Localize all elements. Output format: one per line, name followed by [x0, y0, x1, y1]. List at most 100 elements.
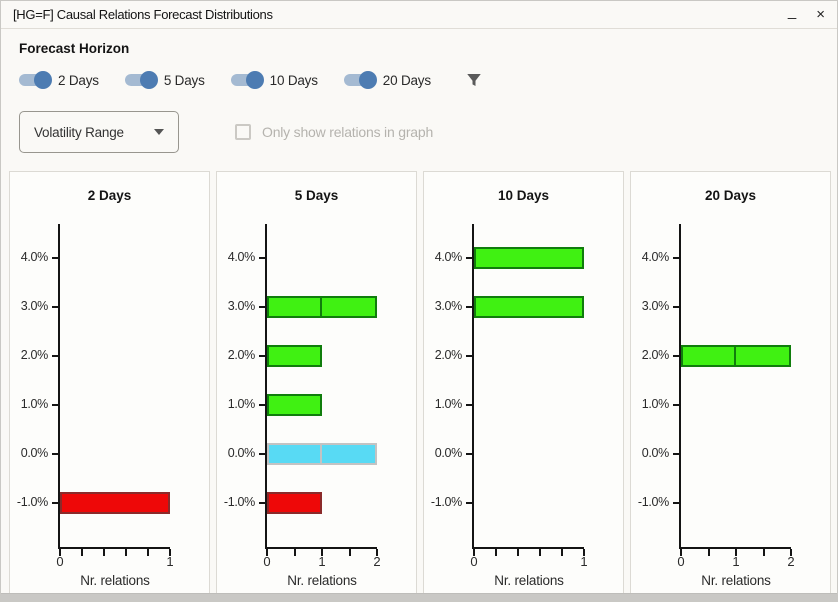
y-tick: [673, 502, 679, 504]
switch-track[interactable]: [230, 71, 264, 89]
y-axis: [679, 224, 681, 549]
chart-panel-2-days: 2 Days 4.0% 3.0% 2.0% 1.0% 0.0% -1.0% 0 1 Nr. rel…: [9, 171, 210, 594]
funnel-icon: [467, 74, 481, 86]
x-tick: [169, 549, 171, 556]
bar-segment: [681, 345, 736, 367]
y-tick: [52, 306, 58, 308]
x-tick: [59, 549, 61, 556]
y-tick-label: 0.0%: [227, 446, 256, 460]
switch-track[interactable]: [343, 71, 377, 89]
x-tick: [266, 549, 268, 556]
y-tick-label: 4.0%: [20, 250, 49, 264]
bar-segment: [267, 394, 322, 416]
x-tick-label: 2: [787, 554, 795, 569]
x-tick: [125, 549, 127, 556]
bar-segment: [320, 443, 377, 465]
x-tick: [680, 549, 682, 556]
toggle-label: 5 Days: [163, 72, 205, 88]
switch-knob: [245, 71, 264, 89]
x-tick: [473, 549, 475, 556]
y-tick: [466, 453, 472, 455]
y-tick: [259, 257, 265, 259]
volatility-range-dropdown[interactable]: Volatility Range: [19, 111, 179, 153]
y-tick: [466, 404, 472, 406]
x-axis: [265, 547, 377, 549]
bar-segment: [267, 443, 322, 465]
y-tick-label: 3.0%: [434, 299, 463, 313]
x-tick: [790, 549, 792, 556]
y-tick: [466, 306, 472, 308]
toggle-20-days[interactable]: 20 Days: [343, 71, 431, 89]
x-tick-label: 2: [373, 554, 381, 569]
switch-knob: [34, 71, 52, 89]
minimize-button[interactable]: _: [787, 3, 797, 20]
dropdown-value: Volatility Range: [34, 124, 124, 140]
toggle-5-days[interactable]: 5 Days: [124, 71, 205, 89]
x-tick: [293, 549, 296, 556]
y-tick-label: 0.0%: [20, 446, 49, 460]
switch-track[interactable]: [124, 71, 158, 89]
bar-segment: [734, 345, 791, 367]
x-tick-label: 0: [56, 554, 64, 569]
charts-row: 2 Days 4.0% 3.0% 2.0% 1.0% 0.0% -1.0% 0 1 Nr. rel…: [9, 171, 831, 594]
toggle-10-days[interactable]: 10 Days: [230, 71, 318, 89]
y-axis: [265, 224, 267, 549]
toggle-label: 2 Days: [58, 72, 99, 88]
y-axis: [472, 224, 474, 549]
y-tick-label: 4.0%: [434, 250, 463, 264]
chart-title: 2 Days: [87, 188, 132, 203]
x-tick: [735, 549, 737, 556]
switch-knob: [358, 71, 377, 89]
only-show-relations-checkbox[interactable]: [235, 124, 251, 140]
y-tick: [52, 355, 58, 357]
y-tick-label: 2.0%: [434, 348, 463, 362]
x-tick-label: 1: [580, 554, 588, 569]
switch-track[interactable]: [19, 71, 52, 89]
y-tick: [466, 502, 472, 504]
y-tick-label: 1.0%: [641, 397, 670, 411]
y-tick: [673, 355, 679, 357]
forecast-horizon-label: Forecast Horizon: [19, 41, 130, 56]
toggle-label: 10 Days: [269, 72, 318, 88]
chart-title: 10 Days: [497, 188, 550, 203]
y-tick-label: 0.0%: [641, 446, 670, 460]
checkbox-label: Only show relations in graph: [262, 124, 434, 140]
y-tick: [259, 502, 265, 504]
bar-segment: [474, 296, 584, 318]
y-tick-label: -1.0%: [637, 495, 669, 509]
toggle-2-days[interactable]: 2 Days: [19, 71, 99, 89]
x-tick: [321, 549, 323, 556]
x-tick: [103, 549, 105, 556]
x-tick: [147, 549, 149, 556]
x-axis-label: Nr. relations: [701, 573, 771, 588]
filter-button[interactable]: [465, 71, 483, 89]
y-tick-label: 2.0%: [641, 348, 670, 362]
x-tick-label: 1: [166, 554, 174, 569]
toggle-label: 20 Days: [382, 72, 431, 88]
close-button[interactable]: ×: [816, 6, 825, 23]
switch-knob: [139, 71, 158, 89]
window-buttons: _ ×: [787, 3, 825, 23]
chart-panel-20-days: 20 Days 4.0% 3.0% 2.0% 1.0% 0.0% -1.0% 0 1 2 Nr. r…: [630, 171, 831, 594]
bar-segment: [474, 247, 584, 269]
y-tick: [52, 404, 58, 406]
x-tick: [762, 549, 765, 556]
y-tick-label: 4.0%: [641, 250, 670, 264]
y-tick: [673, 404, 679, 406]
y-tick: [673, 453, 679, 455]
x-tick-label: 0: [677, 554, 685, 569]
bar-segment: [267, 345, 322, 367]
x-tick: [495, 549, 497, 556]
x-tick-label: 0: [263, 554, 271, 569]
y-tick: [52, 453, 58, 455]
bar-segment: [267, 492, 322, 514]
bar-segment: [320, 296, 377, 318]
y-tick: [52, 257, 58, 259]
chart-panel-5-days: 5 Days 4.0% 3.0% 2.0% 1.0% 0.0% -1.0% 0 1 2 Nr. re…: [216, 171, 417, 594]
x-axis-label: Nr. relations: [287, 573, 357, 588]
x-axis: [679, 547, 791, 549]
y-tick-label: 1.0%: [434, 397, 463, 411]
title-bar: [HG=F] Causal Relations Forecast Distrib…: [1, 1, 837, 29]
window-title: [HG=F] Causal Relations Forecast Distrib…: [13, 7, 273, 22]
